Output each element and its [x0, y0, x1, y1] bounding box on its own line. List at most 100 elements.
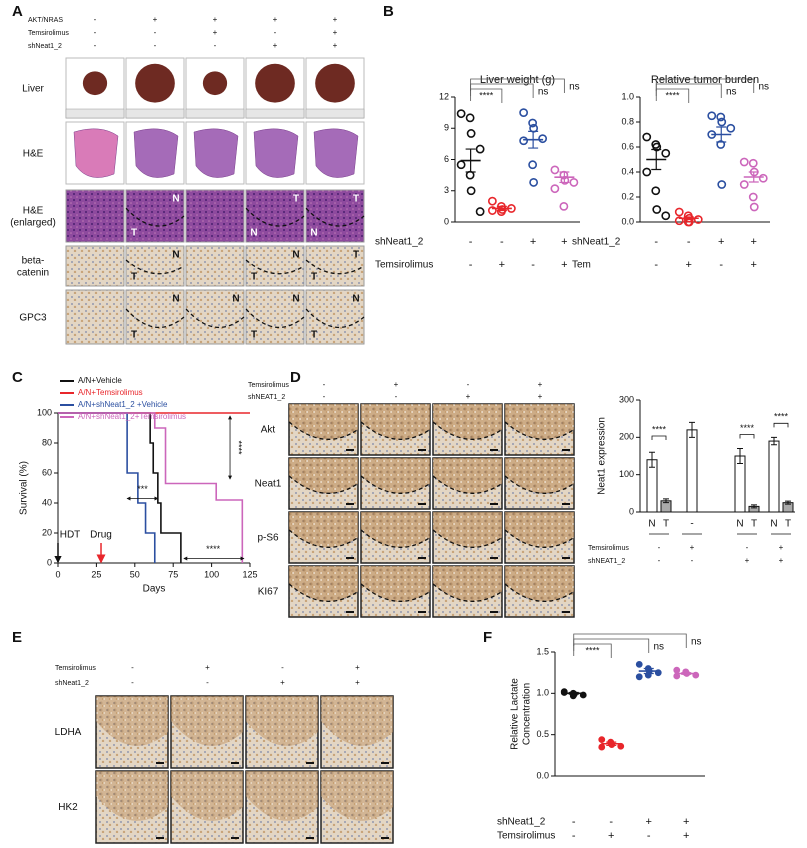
- condition-sign: -: [94, 41, 97, 50]
- panel-label: B: [383, 3, 394, 20]
- boundary: [125, 308, 185, 329]
- error-bar: [681, 672, 692, 675]
- stained-region: [289, 404, 358, 440]
- data-point: [726, 123, 736, 133]
- tissue: [193, 128, 239, 178]
- row-label: H&E: [23, 149, 44, 160]
- panel-label: D: [290, 369, 301, 386]
- condition-sign: +: [530, 236, 536, 248]
- condition-sign: -: [131, 663, 134, 672]
- data-point: [717, 117, 727, 127]
- condition-sign: +: [718, 236, 724, 248]
- image: [185, 289, 245, 345]
- significance-label: ns: [726, 87, 737, 98]
- image: [125, 289, 185, 345]
- region-label: T: [293, 194, 299, 205]
- stained-region: [505, 458, 574, 494]
- boundary: [305, 259, 365, 275]
- panel-label: A: [12, 3, 23, 20]
- x-tick-label: N: [770, 519, 777, 530]
- condition-label: shNEAT1_2: [248, 394, 285, 401]
- liver: [135, 63, 175, 103]
- significance-label: ns: [569, 82, 580, 93]
- significance-bracket: [773, 422, 789, 428]
- data-point: [538, 134, 548, 144]
- image: [185, 245, 245, 287]
- condition-sign: -: [572, 830, 576, 842]
- condition-label: shNeat1_2: [375, 237, 424, 248]
- condition-label: shNeat1_2: [497, 817, 546, 828]
- y-tick-label: 0.2: [621, 191, 634, 201]
- scale-bar: [490, 557, 498, 559]
- bar: [768, 440, 780, 513]
- image: [305, 289, 365, 345]
- boundary: [185, 308, 245, 329]
- image: [65, 289, 125, 345]
- boundary: [288, 529, 359, 548]
- x-axis-label: Days: [143, 584, 166, 595]
- condition-sign: +: [751, 236, 757, 248]
- region-label: N: [172, 294, 179, 305]
- data-point: [519, 108, 529, 118]
- data-point: [466, 129, 476, 138]
- data-point: [528, 160, 538, 170]
- chart-title: Liver weight (g): [480, 74, 555, 86]
- boundary: [360, 475, 431, 494]
- row-label: H&E: [23, 206, 44, 217]
- y-tick-label: 0: [47, 557, 52, 567]
- condition-label: shNEAT1_2: [588, 558, 625, 565]
- condition-label: Temsirolimus: [248, 382, 289, 389]
- tissue: [133, 128, 179, 178]
- condition-sign: +: [355, 663, 360, 672]
- scale-bar: [490, 611, 498, 613]
- y-tick-label: 80: [42, 437, 52, 447]
- error-bar: [771, 436, 777, 446]
- liver: [202, 71, 228, 96]
- data-point: [758, 173, 768, 183]
- significance-label: ****: [206, 544, 221, 554]
- significance-label: ****: [665, 90, 680, 100]
- y-tick-label: 1.5: [536, 646, 549, 656]
- condition-sign: +: [683, 816, 689, 828]
- image: [305, 189, 365, 243]
- image: [245, 289, 305, 345]
- condition-sign: -: [654, 236, 658, 248]
- panel-label: E: [12, 629, 22, 646]
- stained-region: [171, 771, 243, 821]
- stained-region: [246, 696, 318, 746]
- stained-region: [171, 696, 243, 746]
- region-label: N: [310, 228, 317, 239]
- condition-sign: +: [333, 28, 338, 37]
- panel-label: F: [483, 629, 492, 646]
- stained-region: [289, 458, 358, 494]
- data-point: [528, 118, 538, 128]
- error-bar: [496, 205, 507, 212]
- boundary: [288, 475, 359, 494]
- condition-sign: +: [608, 830, 614, 842]
- x-tick-label: T: [785, 519, 791, 530]
- scale-bar: [418, 503, 426, 505]
- error-bar: [568, 691, 579, 695]
- boundary: [245, 308, 305, 329]
- condition-sign: -: [746, 543, 749, 552]
- data-point: [674, 216, 684, 226]
- region-label: T: [131, 272, 137, 283]
- data-point: [598, 736, 606, 744]
- region-label: T: [311, 330, 317, 341]
- y-axis-label: Concentration: [522, 683, 533, 745]
- image: [305, 245, 365, 287]
- boundary: [432, 475, 503, 494]
- error-bar: [465, 148, 476, 173]
- stained-region: [505, 566, 574, 602]
- ruler: [245, 108, 305, 119]
- data-point: [487, 206, 497, 215]
- data-point: [717, 180, 727, 189]
- region-label: N: [172, 194, 179, 205]
- condition-sign: +: [745, 556, 750, 565]
- error-bar: [748, 171, 759, 183]
- data-point: [652, 205, 662, 214]
- y-tick-label: 200: [619, 432, 634, 442]
- condition-sign: -: [691, 556, 694, 565]
- y-tick-label: 0.4: [621, 166, 634, 176]
- condition-label: Tem: [572, 260, 591, 271]
